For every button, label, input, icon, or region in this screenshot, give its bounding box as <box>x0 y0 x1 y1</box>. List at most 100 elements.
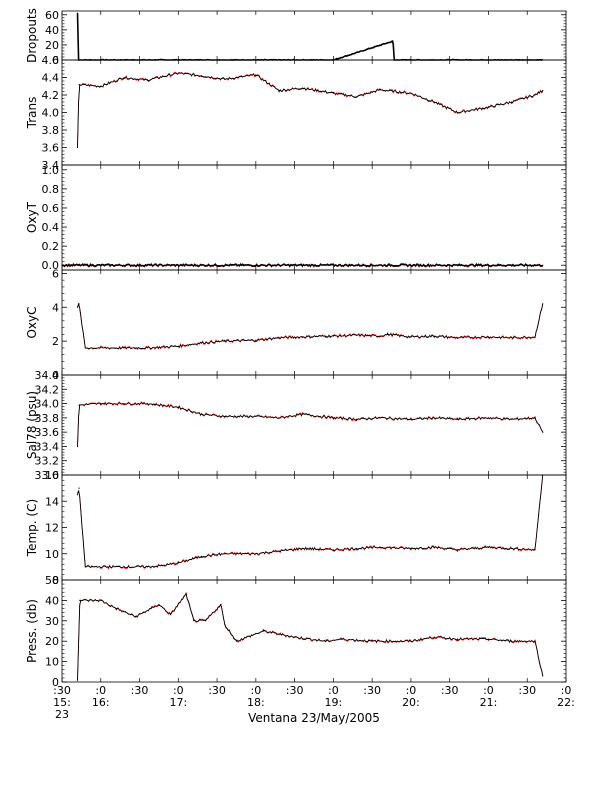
raw-series-line <box>77 13 543 61</box>
y-axis-label: Temp. (C) <box>25 499 39 557</box>
data-point <box>76 12 79 14</box>
data-point <box>410 547 412 550</box>
data-point <box>150 607 152 610</box>
data-point <box>332 335 334 337</box>
data-point <box>76 306 79 308</box>
data-point <box>224 340 226 342</box>
data-point <box>177 406 179 408</box>
data-point <box>542 90 544 92</box>
data-point <box>340 638 342 640</box>
data-point <box>100 599 102 602</box>
data-point <box>410 640 412 642</box>
x-hour-label: 16: <box>92 696 110 709</box>
data-point <box>78 83 80 86</box>
y-tick-label: 33.8 <box>35 412 60 425</box>
panel-frame <box>61 474 567 581</box>
data-point <box>394 640 397 642</box>
y-tick-label: 0 <box>52 54 59 67</box>
data-point <box>78 303 80 305</box>
data-point <box>534 94 536 96</box>
data-point <box>84 347 86 349</box>
data-point <box>301 547 303 550</box>
data-point <box>511 337 513 339</box>
data-point <box>371 640 373 642</box>
data-point <box>332 417 334 419</box>
data-point <box>433 335 435 337</box>
x-hour-label: 21: <box>480 696 498 709</box>
raw-series-line <box>77 474 544 570</box>
y-axis-label: OxyC <box>25 306 39 338</box>
y-tick-label: 8 <box>52 574 59 587</box>
data-point <box>356 547 358 550</box>
data-point <box>224 78 226 80</box>
data-point <box>177 562 179 564</box>
data-point <box>278 550 280 552</box>
y-tick-label: 30 <box>45 615 59 628</box>
y-tick-label: 0.8 <box>42 183 60 196</box>
y-tick-label: 6 <box>52 267 59 280</box>
data-point <box>542 264 544 266</box>
data-point <box>146 347 148 349</box>
data-point <box>255 553 257 555</box>
panel-frame <box>61 579 567 683</box>
data-point <box>146 79 148 81</box>
panel-frame <box>61 164 567 271</box>
data-point <box>278 337 280 339</box>
x-tick-label: :0 <box>173 684 184 697</box>
data-point <box>456 418 459 420</box>
y-tick-label: 33.6 <box>35 426 60 439</box>
x-day-label: 23 <box>55 708 69 721</box>
data-point <box>76 146 79 149</box>
y-tick-label: 0.2 <box>42 240 60 253</box>
data-point <box>76 494 79 496</box>
y-tick-label: 3.4 <box>42 159 60 172</box>
panel-frame <box>61 10 567 61</box>
y-tick-label: 10 <box>45 548 59 561</box>
data-point <box>142 612 145 614</box>
y-tick-label: 34.0 <box>35 398 60 411</box>
data-point <box>511 640 513 642</box>
data-point <box>177 345 179 347</box>
x-tick-label: :0 <box>561 684 572 697</box>
x-tick-label: :30 <box>53 684 71 697</box>
smoothed-series-line <box>77 402 544 447</box>
data-point <box>379 335 381 337</box>
data-point <box>162 564 164 567</box>
y-tick-label: 60 <box>45 9 59 22</box>
y-tick-label: 34.2 <box>35 383 60 396</box>
data-point <box>487 417 490 419</box>
data-point <box>456 337 459 339</box>
data-point <box>356 96 358 98</box>
data-point <box>224 415 226 418</box>
x-tick-label: :30 <box>131 684 149 697</box>
y-tick-label: 33.2 <box>35 455 60 468</box>
data-point <box>200 555 203 557</box>
data-point <box>456 111 459 114</box>
x-tick-label: :0 <box>406 684 417 697</box>
data-point <box>487 106 490 108</box>
data-point <box>200 413 203 415</box>
data-point <box>100 85 102 87</box>
data-point <box>534 640 536 642</box>
data-point <box>325 640 327 642</box>
data-point <box>76 445 79 448</box>
smoothed-series-line <box>77 474 544 569</box>
y-tick-label: 40 <box>45 594 59 607</box>
y-tick-label: 12 <box>45 522 59 535</box>
data-point <box>356 334 358 336</box>
smoothed-series-line <box>77 72 543 148</box>
y-tick-label: 33.0 <box>35 469 60 482</box>
y-tick-label: 4.6 <box>42 54 60 67</box>
data-point <box>61 264 63 266</box>
data-point <box>534 549 536 551</box>
data-point <box>200 75 203 77</box>
data-point <box>255 415 257 418</box>
smoothed-series-line <box>77 592 544 681</box>
data-point <box>263 630 265 632</box>
data-point <box>255 74 257 76</box>
data-point <box>78 404 80 406</box>
raw-series-line <box>77 401 543 448</box>
data-point <box>100 402 102 405</box>
data-point <box>301 87 303 89</box>
